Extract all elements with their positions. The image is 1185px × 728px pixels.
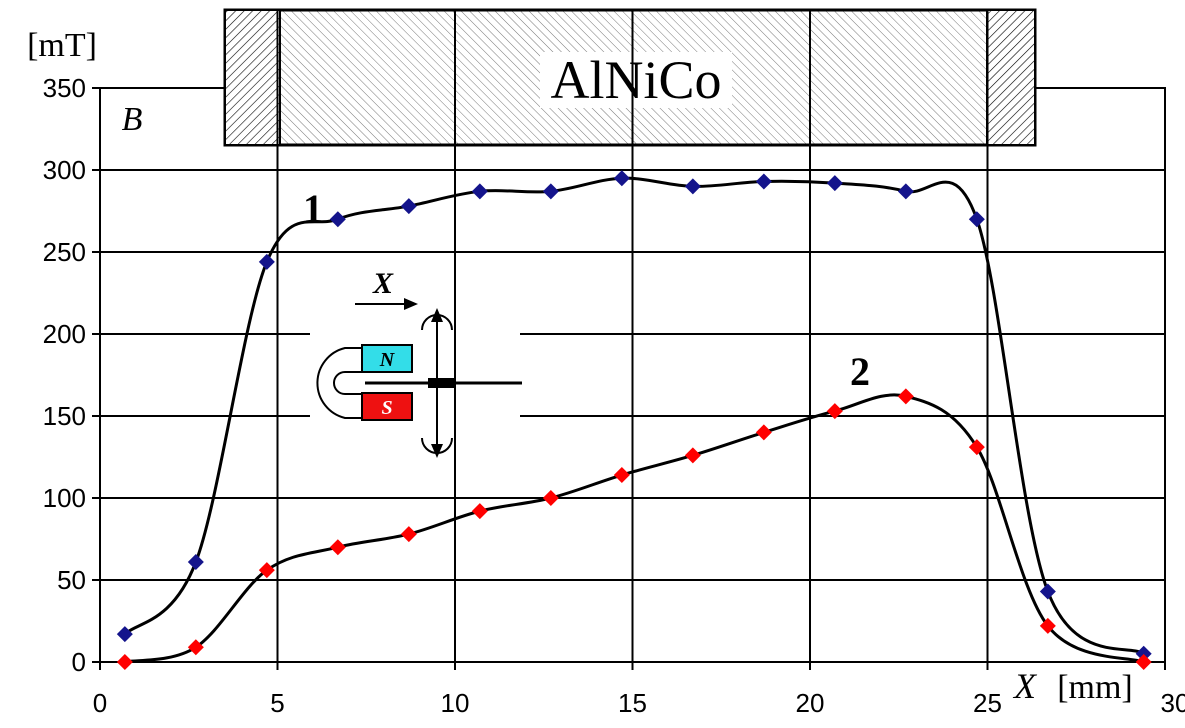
data-point xyxy=(969,439,985,455)
x-tick-label: 15 xyxy=(618,688,647,718)
plot xyxy=(117,170,1152,670)
data-point xyxy=(756,424,772,440)
curve-label: 1 xyxy=(303,186,323,231)
y-tick-label: 250 xyxy=(43,237,86,267)
data-point xyxy=(898,183,914,199)
x-tick-label: 5 xyxy=(270,688,284,718)
probe-sensor xyxy=(428,378,454,388)
y-tick-label: 50 xyxy=(57,565,86,595)
data-point xyxy=(330,211,346,227)
y-tick-label: 350 xyxy=(43,73,86,103)
data-point xyxy=(827,175,843,191)
data-point xyxy=(685,178,701,194)
data-point xyxy=(472,183,488,199)
y-tick-label: 0 xyxy=(72,647,86,677)
data-point xyxy=(330,539,346,555)
data-point xyxy=(614,170,630,186)
x-tick-label: 30 xyxy=(1161,688,1185,718)
data-point xyxy=(401,526,417,542)
y-tick-label: 150 xyxy=(43,401,86,431)
y-tick-label: 100 xyxy=(43,483,86,513)
data-point xyxy=(614,467,630,483)
magnet-block: AlNiCo xyxy=(225,10,1035,145)
inset-diagram: X N S xyxy=(310,267,522,485)
y-tick-label: 300 xyxy=(43,155,86,185)
magnet-pole xyxy=(225,10,280,145)
magnet-label: AlNiCo xyxy=(550,50,721,110)
x-tick-label: 0 xyxy=(93,688,107,718)
data-point xyxy=(188,554,204,570)
data-point xyxy=(401,198,417,214)
data-point xyxy=(685,447,701,463)
x-label: X xyxy=(1012,666,1038,706)
magnet-pole xyxy=(987,10,1035,145)
y-tick-label: 200 xyxy=(43,319,86,349)
data-point xyxy=(1136,654,1152,670)
data-point xyxy=(259,254,275,270)
data-point xyxy=(898,388,914,404)
data-point xyxy=(756,173,772,189)
y-unit: [mT] xyxy=(27,27,97,64)
x-tick-label: 25 xyxy=(973,688,1002,718)
data-point xyxy=(117,654,133,670)
x-tick-label: 20 xyxy=(796,688,825,718)
data-point xyxy=(1040,583,1056,599)
data-point xyxy=(543,183,559,199)
chart: AlNiCo X N S [mT] B X [mm] 1 2 050100150… xyxy=(0,0,1185,728)
y-label: B xyxy=(122,101,143,138)
x-tick-label: 10 xyxy=(441,688,470,718)
data-point xyxy=(969,211,985,227)
curve-label: 2 xyxy=(850,349,870,394)
x-unit: [mm] xyxy=(1057,669,1133,706)
inset-axis-label: X xyxy=(372,267,394,300)
south-label: S xyxy=(381,397,392,419)
inset-bg xyxy=(310,268,520,485)
data-point xyxy=(472,503,488,519)
data-point xyxy=(543,490,559,506)
north-label: N xyxy=(379,349,396,371)
